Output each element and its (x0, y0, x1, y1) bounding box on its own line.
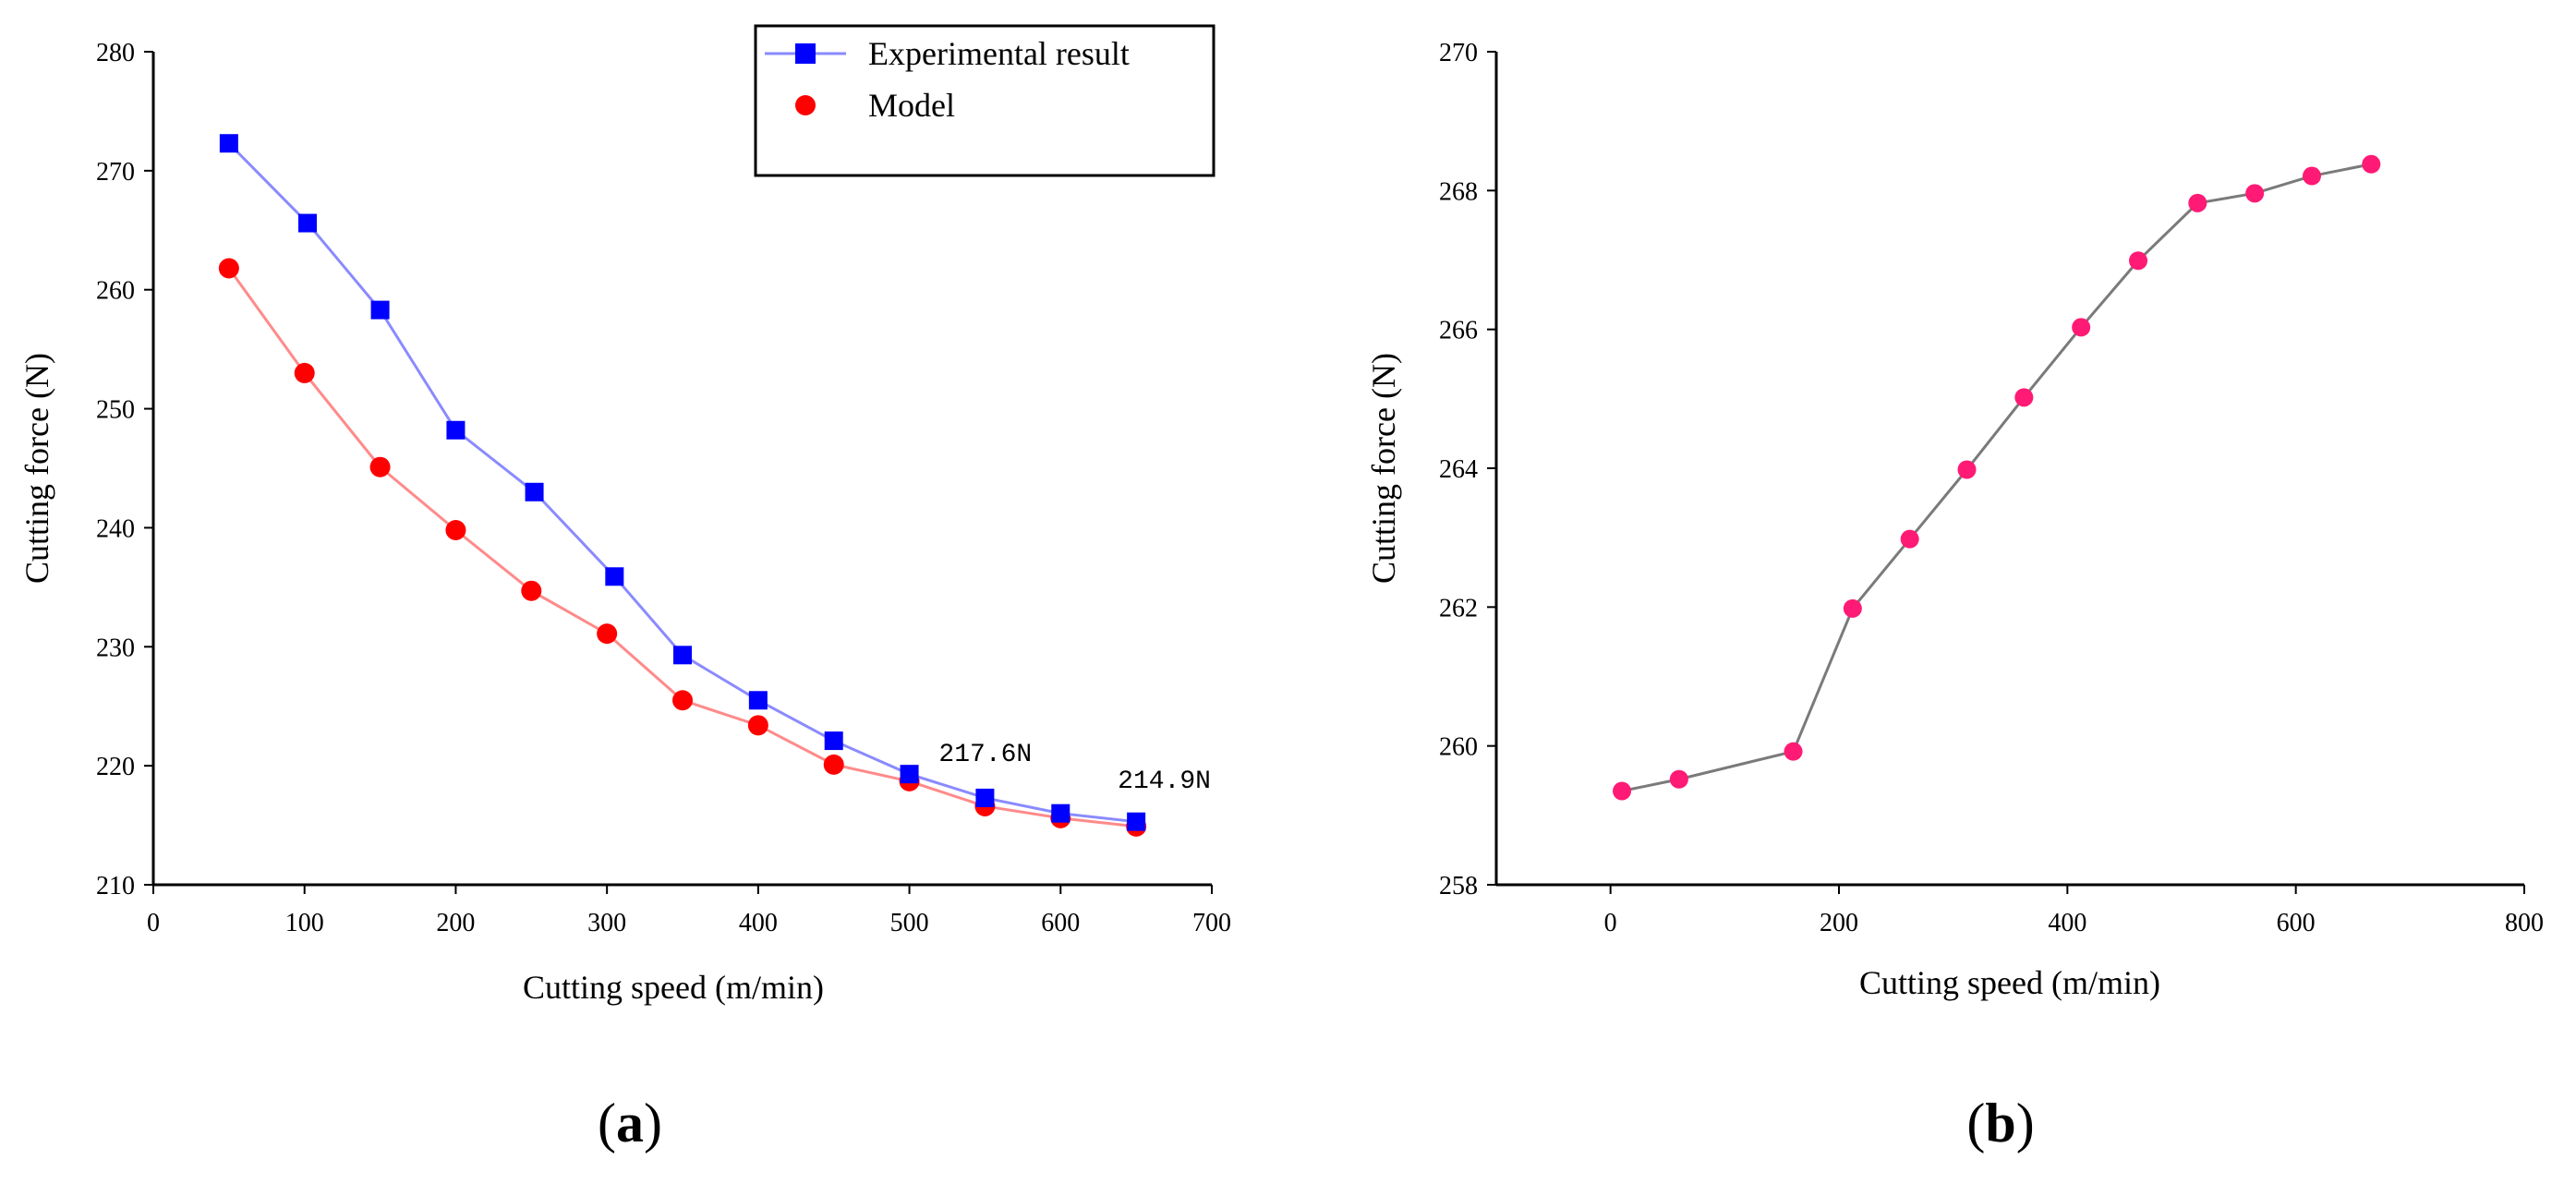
chart-a: 0 100 200 300 400 500 600 700 210 220 230 240 250 260… (18, 24, 1231, 1154)
y-tick-label: 258 (1439, 872, 1478, 900)
chart-b-point (2302, 166, 2321, 186)
experimental-point (673, 646, 692, 665)
model-point (823, 754, 844, 775)
chart-b-point (1900, 529, 1919, 549)
legend-experimental-label: Experimental result (868, 35, 1130, 72)
model-point (672, 690, 693, 711)
chart-b-point (1613, 781, 1632, 801)
experimental-point (1127, 812, 1146, 831)
experimental-point (1051, 803, 1070, 823)
chart-a-x-axis-title: Cutting speed (m/min) (523, 969, 824, 1006)
x-tick-label: 100 (285, 909, 324, 937)
y-tick-label: 240 (96, 514, 135, 543)
x-tick-label: 600 (2277, 909, 2316, 937)
model-point (369, 456, 391, 477)
panel-a-label: (a) (598, 1093, 662, 1154)
x-tick-label: 0 (1604, 909, 1617, 937)
x-tick-label: 200 (1820, 909, 1858, 937)
chart-a-y-axis-title: Cutting force (N) (18, 353, 55, 584)
x-tick-label: 800 (2505, 909, 2544, 937)
chart-a-series (218, 134, 1147, 837)
experimental-point (748, 691, 768, 710)
chart-b-point (2014, 388, 2034, 407)
chart-b-ticks: 0 200 400 600 800 258 260 262 264 266 268 270 (1439, 39, 2544, 937)
y-tick-label: 268 (1439, 177, 1478, 206)
y-tick-label: 210 (96, 872, 135, 900)
experimental-point (975, 788, 995, 807)
experimental-point (525, 482, 544, 501)
y-tick-label: 270 (1439, 39, 1478, 67)
chart-b-point (2362, 154, 2381, 174)
chart-b-point (1784, 742, 1803, 761)
experimental-line (227, 142, 1137, 824)
chart-b-x-axis-title: Cutting speed (m/min) (1859, 964, 2160, 1001)
chart-a-annotations: 217.6N 214.9N (938, 741, 1211, 796)
x-tick-label: 0 (147, 909, 160, 937)
chart-b-y-axis-title: Cutting force (N) (1365, 353, 1402, 584)
chart-a-annotation: 217.6N (938, 741, 1032, 769)
model-point (294, 362, 315, 383)
x-tick-label: 500 (890, 909, 929, 937)
chart-b-point (2245, 184, 2265, 203)
chart-a-legend: Experimental result Model (754, 24, 1215, 177)
experimental-point (446, 420, 466, 440)
model-point (218, 258, 239, 279)
chart-b: 0 200 400 600 800 258 260 262 264 266 268 270 Cutti… (1365, 39, 2544, 1154)
experimental-point (900, 765, 919, 784)
chart-a-annotation: 214.9N (1118, 767, 1211, 796)
experimental-point (824, 731, 843, 751)
y-tick-label: 260 (96, 277, 135, 306)
x-tick-label: 400 (2048, 909, 2086, 937)
x-tick-label: 200 (436, 909, 475, 937)
y-tick-label: 220 (96, 753, 135, 781)
y-tick-label: 266 (1439, 317, 1478, 345)
panel-b-label: (b) (1966, 1093, 2034, 1154)
y-tick-label: 270 (96, 158, 135, 187)
y-tick-label: 264 (1439, 455, 1478, 484)
y-tick-label: 280 (96, 39, 135, 67)
legend-model-marker (795, 95, 816, 115)
chart-a-ticks: 0 100 200 300 400 500 600 700 210 220 230 240 250 260… (96, 39, 1231, 937)
chart-b-point (2072, 318, 2091, 337)
chart-b-series (1613, 154, 2381, 801)
x-tick-label: 300 (587, 909, 626, 937)
chart-b-point (2129, 251, 2148, 271)
experimental-point (370, 300, 390, 320)
model-point (747, 715, 768, 736)
legend-experimental-marker (795, 43, 816, 64)
x-tick-label: 400 (739, 909, 778, 937)
model-point (597, 623, 618, 645)
chart-b-point (1843, 598, 1862, 618)
experimental-point (605, 567, 624, 586)
x-tick-label: 700 (1192, 909, 1231, 937)
y-tick-label: 230 (96, 634, 135, 662)
experimental-point (219, 134, 238, 153)
y-tick-label: 262 (1439, 594, 1478, 622)
x-tick-label: 600 (1041, 909, 1080, 937)
chart-b-point (2188, 193, 2207, 212)
model-point (521, 580, 542, 601)
model-point (445, 520, 466, 541)
chart-b-point (1669, 769, 1688, 789)
chart-b-point (1957, 460, 1977, 479)
y-tick-label: 250 (96, 396, 135, 425)
legend-model-label: Model (868, 87, 955, 124)
experimental-point (297, 213, 317, 233)
chart-a-legend-box (754, 24, 1215, 177)
y-tick-label: 260 (1439, 733, 1478, 762)
chart-b-line (1621, 163, 2372, 792)
